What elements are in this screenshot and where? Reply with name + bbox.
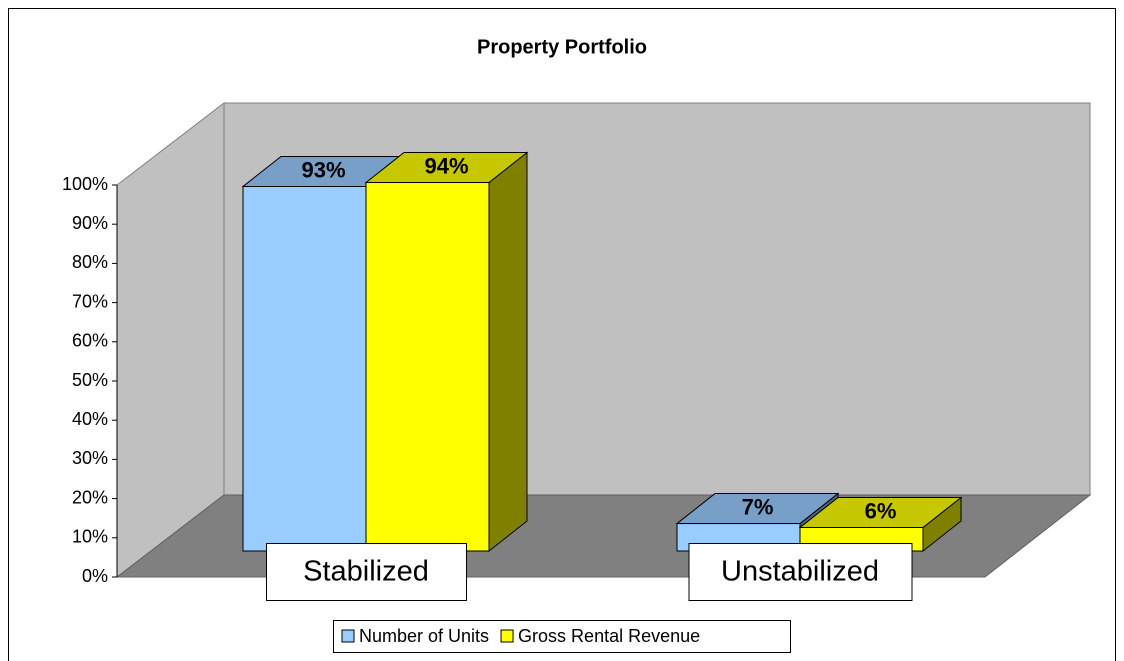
legend-label: Number of Units — [359, 626, 489, 646]
legend-swatch — [341, 629, 355, 643]
y-tick-label: 100% — [62, 174, 108, 194]
y-tick-label: 20% — [72, 487, 108, 507]
category-box — [688, 543, 913, 601]
data-label: 94% — [424, 153, 468, 178]
legend-swatch — [500, 629, 514, 643]
bar-side — [488, 151, 528, 553]
legend-label: Gross Rental Revenue — [518, 626, 700, 646]
category-box — [266, 543, 467, 601]
y-tick-label: 90% — [72, 213, 108, 233]
data-label: 93% — [301, 157, 345, 182]
y-tick-label: 50% — [72, 370, 108, 390]
legend — [333, 620, 791, 653]
y-tick-label: 60% — [72, 331, 108, 351]
x-tick-label: Unstabilized — [721, 556, 879, 588]
bar-top — [675, 493, 840, 525]
y-tick-label: 30% — [72, 448, 108, 468]
bar — [242, 185, 367, 552]
y-tick-label: 40% — [72, 409, 108, 429]
x-tick-label: Stabilized — [303, 556, 429, 588]
bar-top — [364, 152, 529, 184]
y-tick-label: 0% — [82, 566, 108, 586]
y-tick-label: 70% — [72, 291, 108, 311]
side-wall — [116, 101, 225, 579]
data-label: 6% — [865, 498, 897, 523]
y-tick-label: 80% — [72, 252, 108, 272]
bar — [365, 182, 490, 552]
bar-top — [798, 496, 963, 528]
data-label: 7% — [742, 494, 774, 519]
chart-title: Property Portfolio — [477, 36, 647, 58]
y-tick-label: 10% — [72, 527, 108, 547]
